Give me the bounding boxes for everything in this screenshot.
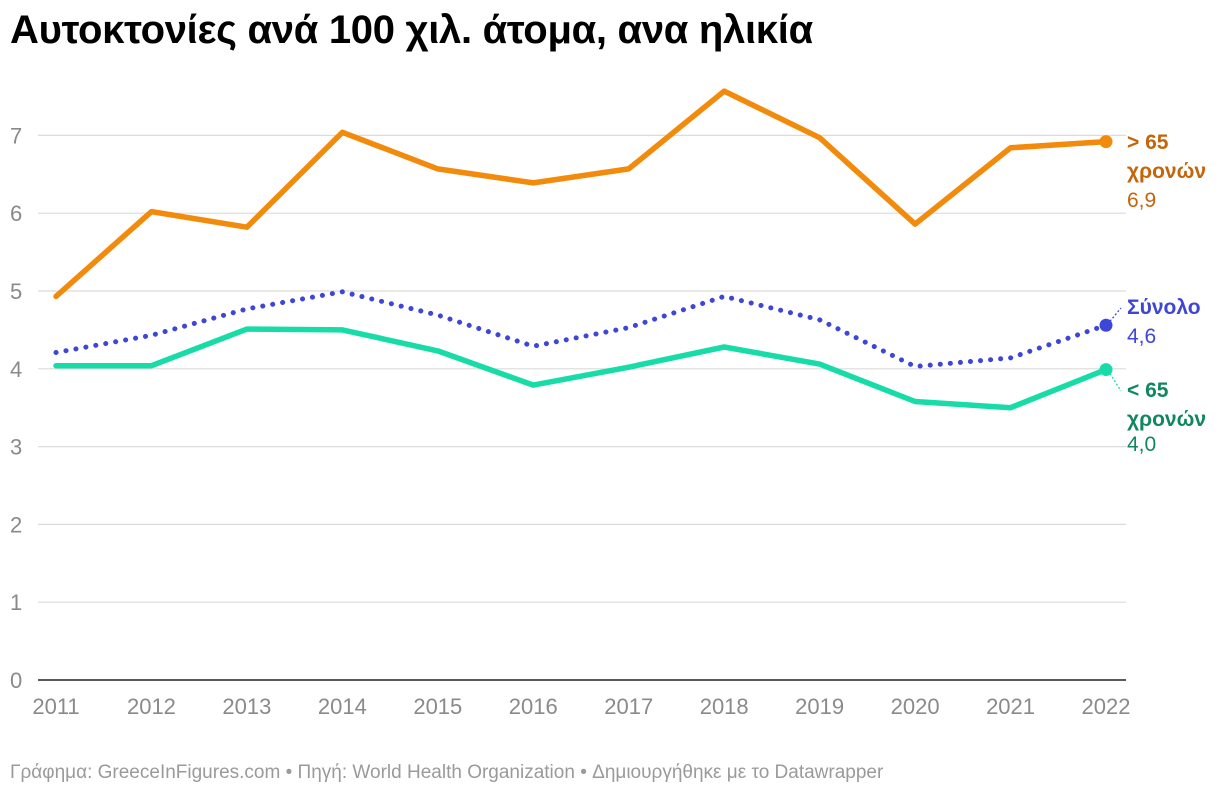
end-point-under65 [1099, 363, 1113, 377]
series-label-under65: χρονών [1127, 408, 1206, 431]
series-lines [53, 88, 1113, 411]
series-end-value-under65: 4,0 [1127, 433, 1156, 456]
leader-line-under65 [1109, 373, 1122, 392]
x-tick-label: 2011 [32, 694, 79, 719]
series-line-over65 [53, 88, 1109, 300]
y-tick-label: 7 [10, 123, 22, 148]
x-tick-label: 2020 [891, 694, 940, 719]
x-tick-label: 2013 [222, 694, 271, 719]
series-line-under65 [53, 326, 1109, 411]
source-footer: Γράφημα: GreeceInFigures.com • Πηγή: Wor… [10, 762, 884, 783]
x-tick-label: 2022 [1082, 694, 1131, 719]
end-point-over65 [1099, 135, 1113, 149]
x-tick-label: 2018 [700, 694, 749, 719]
series-label-total: Σύνολο [1127, 296, 1201, 319]
y-tick-label: 0 [10, 668, 22, 693]
x-tick-label: 2021 [986, 694, 1035, 719]
x-tick-label: 2014 [318, 694, 367, 719]
gridlines [38, 134, 1126, 681]
x-tick-label: 2012 [127, 694, 176, 719]
y-axis-tick-labels: 0 1 2 3 4 5 6 7 [10, 123, 22, 693]
y-tick-label: 3 [10, 435, 22, 460]
x-tick-label: 2017 [604, 694, 653, 719]
y-tick-label: 5 [10, 279, 22, 304]
y-tick-label: 6 [10, 201, 22, 226]
y-tick-label: 2 [10, 512, 22, 537]
x-tick-label: 2016 [509, 694, 558, 719]
y-tick-label: 4 [10, 357, 22, 382]
series-label-over65: χρονών [1127, 160, 1206, 183]
end-point-total [1099, 318, 1113, 332]
y-tick-label: 1 [10, 590, 22, 615]
x-tick-label: 2019 [795, 694, 844, 719]
series-end-value-over65: 6,9 [1127, 189, 1156, 212]
series-line-total [53, 289, 1109, 369]
series-end-value-total: 4,6 [1127, 325, 1156, 348]
x-tick-label: 2015 [413, 694, 462, 719]
leader-line-total [1109, 307, 1122, 322]
chart-title: Αυτοκτονίες ανά 100 χιλ. άτομα, ανα ηλικ… [10, 8, 813, 52]
series-label-under65: < 65 [1127, 379, 1169, 402]
series-label-over65: > 65 [1127, 131, 1169, 154]
x-axis-tick-labels: 2011 2012 2013 2014 2015 2016 2017 2018 2019 2020… [32, 694, 1130, 719]
